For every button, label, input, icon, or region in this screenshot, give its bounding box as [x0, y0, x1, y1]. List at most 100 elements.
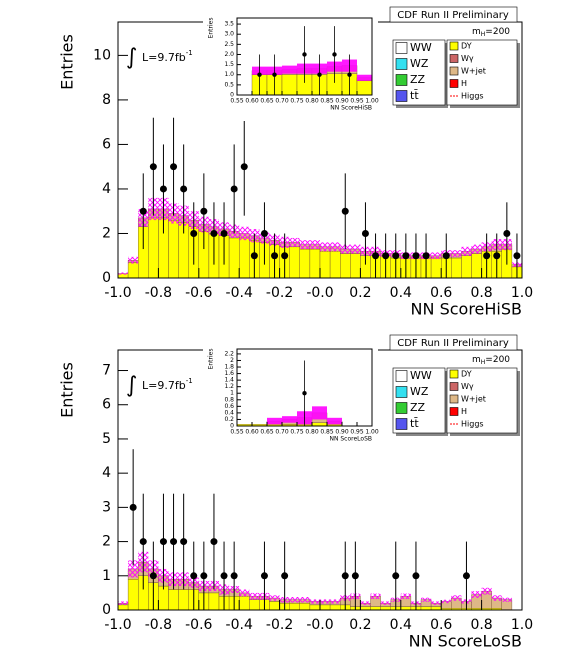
uncertainty-band — [350, 244, 361, 254]
bar-segment — [319, 251, 331, 279]
y-tick-label: 3.5 — [224, 21, 234, 28]
data-point — [341, 207, 349, 215]
data-point — [200, 207, 208, 215]
bar-segment — [148, 217, 159, 279]
bar-segment — [309, 248, 321, 279]
uncertainty-band — [327, 417, 342, 425]
uncertainty-band — [128, 256, 139, 264]
data-point — [402, 252, 410, 260]
data-point — [462, 572, 470, 580]
mass-sub: H — [481, 359, 486, 366]
data-point — [372, 252, 380, 260]
mass-sub: H — [481, 31, 486, 38]
data-point — [317, 72, 322, 77]
uncertainty-band — [128, 560, 139, 578]
uncertainty-band — [118, 601, 129, 605]
data-point — [180, 538, 188, 546]
legend-label: DY — [461, 370, 472, 379]
uncertainty-band — [380, 601, 391, 605]
legend-swatch — [449, 66, 459, 76]
y-axis-label: Entries — [58, 34, 77, 90]
legend-box — [446, 367, 518, 434]
mass-label: mH=200 — [472, 27, 510, 38]
uncertainty-band — [451, 595, 462, 601]
data-point — [240, 163, 248, 171]
uncertainty-band — [471, 244, 482, 254]
uncertainty-band — [400, 593, 411, 600]
data-point — [412, 252, 420, 260]
bar-segment — [309, 604, 321, 611]
bar-segment — [471, 253, 482, 279]
bar-segment — [420, 606, 432, 611]
y-tick-label: 10 — [93, 47, 111, 63]
data-point — [351, 572, 359, 580]
uncertainty-band — [249, 592, 260, 600]
legend-swatch — [449, 369, 459, 379]
data-point — [392, 572, 400, 580]
y-tick-label: 1.0 — [224, 71, 234, 78]
legend-label: DY — [461, 42, 472, 51]
legend-swatch — [449, 407, 459, 416]
x-tick-label: 0.8 — [470, 285, 492, 301]
legend-label: tt̄ — [410, 89, 419, 102]
legend-swatch — [449, 382, 459, 391]
x-tick-label: -0.4 — [226, 617, 253, 633]
x-tick-label: -0.6 — [185, 285, 212, 301]
x-tick-label: 0.2 — [349, 617, 371, 633]
x-tick-label: -0.0 — [306, 285, 333, 301]
legend-swatch — [395, 370, 408, 382]
uncertainty-band — [309, 240, 320, 250]
legend-label: ZZ — [410, 401, 426, 414]
data-point — [159, 538, 167, 546]
x-tick-label: 0.65 — [260, 98, 274, 105]
bar-segment — [178, 589, 189, 611]
x-axis-label: NN ScoreLoSB — [409, 632, 522, 651]
legend-label: WW — [410, 369, 432, 382]
legend-swatch — [395, 90, 408, 102]
uncertainty-band — [471, 591, 482, 599]
y-tick-label: 2.5 — [224, 41, 234, 48]
data-point — [442, 252, 450, 260]
data-point — [220, 229, 228, 237]
data-point — [260, 572, 268, 580]
legend-label: W+jet — [461, 395, 486, 404]
uncertainty-band — [118, 272, 129, 275]
legend-label: tt̄ — [410, 417, 419, 430]
mass-rest: =200 — [485, 27, 510, 37]
legend-swatch — [395, 58, 408, 70]
x-tick-label: -0.8 — [145, 285, 172, 301]
x-tick-label: 0.95 — [350, 429, 364, 436]
data-point — [503, 229, 511, 237]
data-point — [170, 538, 178, 546]
data-point — [271, 252, 279, 260]
lumi-symbol: ∫ — [126, 45, 137, 70]
uncertainty-band — [370, 593, 381, 600]
x-tick-label: 1.00 — [365, 429, 379, 436]
x-tick-label: 0.6 — [430, 617, 452, 633]
data-point — [361, 229, 369, 237]
data-point — [272, 72, 277, 77]
y-tick-label: 3.0 — [224, 31, 234, 38]
uncertainty-band — [431, 252, 442, 260]
x-tick-label: 0.6 — [430, 285, 452, 301]
y-tick-label: 0.8 — [224, 396, 234, 403]
bar-segment — [451, 257, 462, 279]
data-point — [483, 252, 491, 260]
bar-segment — [228, 237, 240, 279]
bar-segment — [461, 255, 472, 279]
x-tick-label: 0.55 — [230, 429, 244, 436]
bar-segment — [238, 596, 250, 611]
y-axis-label: Entries — [208, 18, 215, 39]
data-point — [257, 72, 262, 77]
y-tick-label: 1.8 — [224, 364, 234, 371]
legend-swatch — [449, 79, 459, 88]
lumi-sup: -1 — [186, 49, 193, 57]
data-point — [210, 229, 218, 237]
mass-rest: =200 — [485, 355, 510, 365]
legend-swatch — [395, 74, 408, 86]
bar-segment — [430, 257, 442, 279]
uncertainty-band — [441, 599, 452, 604]
x-tick-label: 1.0 — [511, 617, 533, 633]
x-tick-label: -0.2 — [266, 617, 293, 633]
